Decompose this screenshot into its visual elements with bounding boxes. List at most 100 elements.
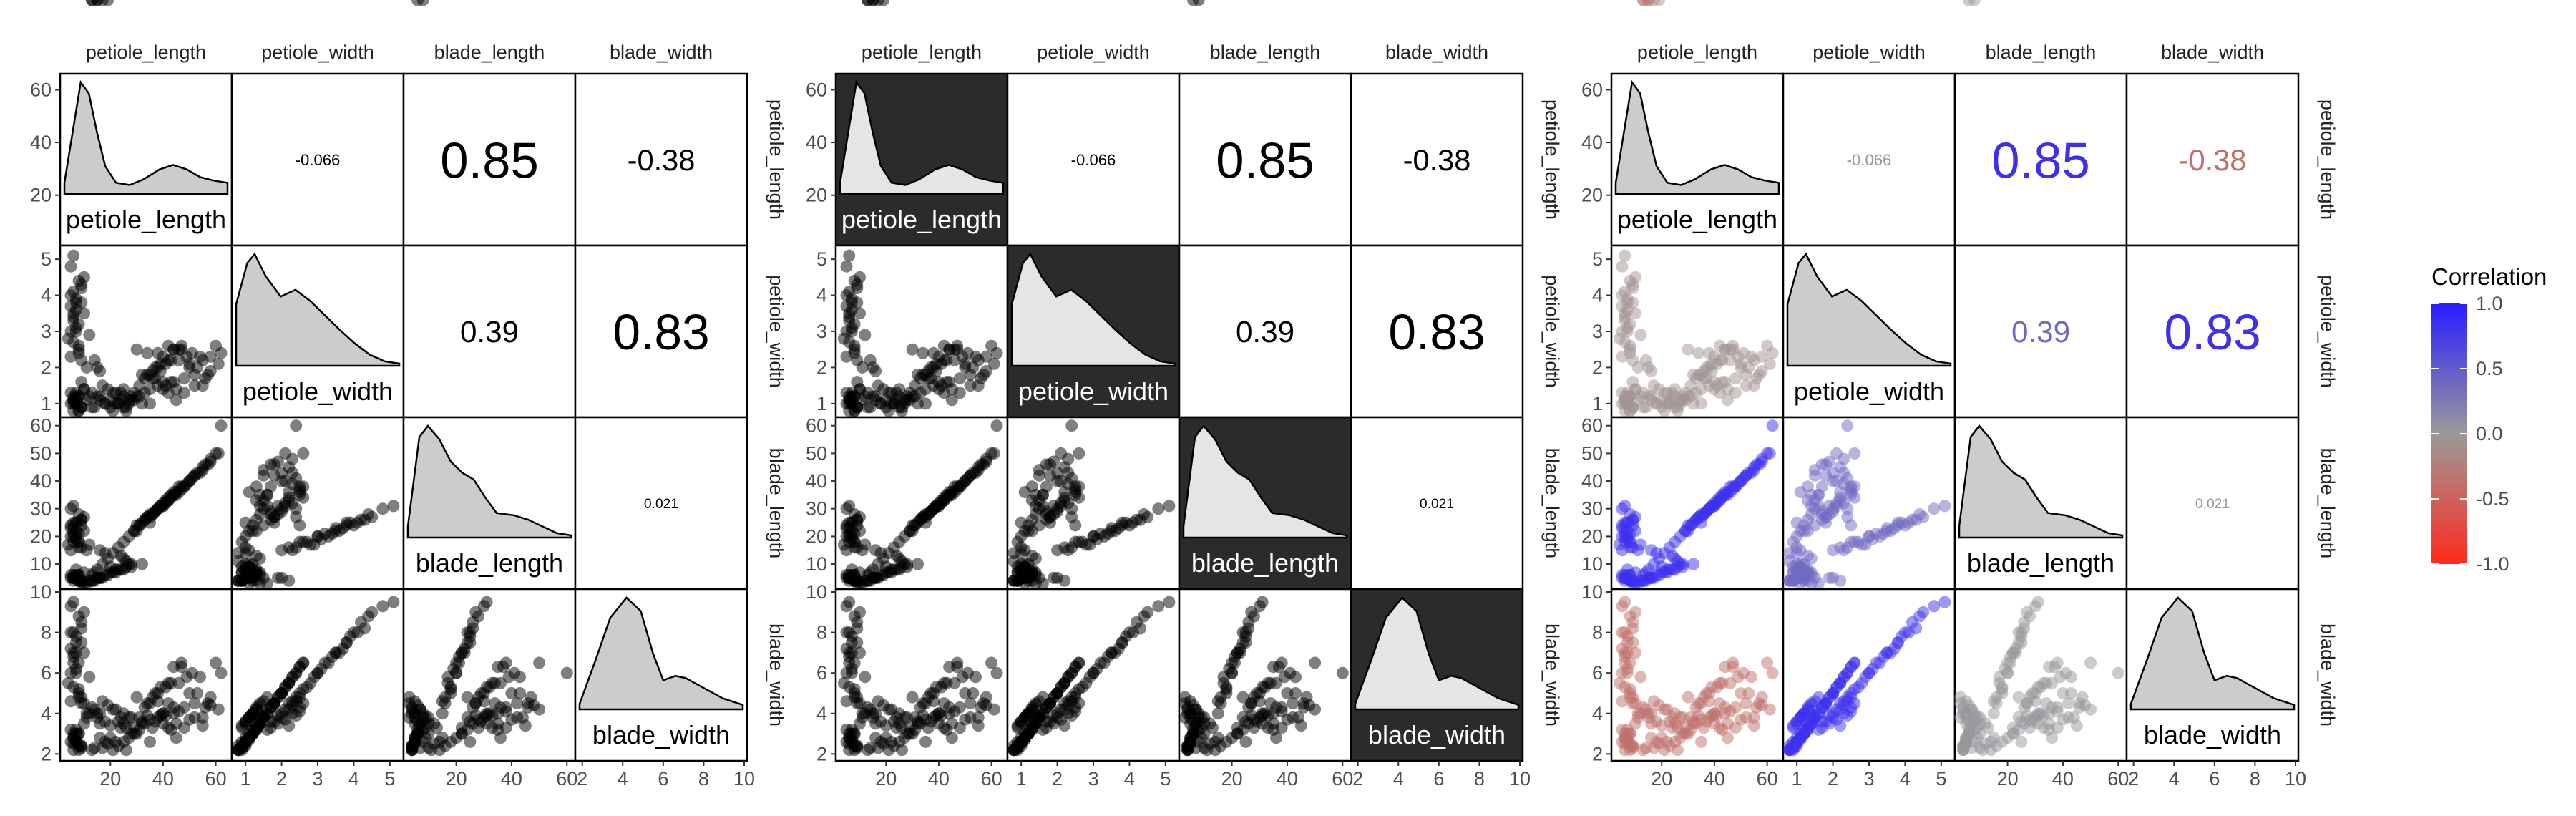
scatter-point (840, 260, 853, 273)
scatter-point (283, 676, 296, 689)
scatter-point (387, 500, 400, 513)
scatter-point (1674, 711, 1687, 724)
scatter-point (519, 719, 532, 732)
scatter-point (1051, 687, 1064, 699)
scatter-point (1226, 666, 1239, 679)
cell-petiole_length-petiole_length: petiole_length 20 40 60 (806, 72, 1009, 247)
scatter-point (1711, 494, 1724, 507)
scatter-point (387, 596, 400, 608)
scatter-point (1783, 744, 1796, 757)
cell-petiole_width-petiole_width: petiole_width (1006, 244, 1181, 419)
x-tick-label: 1 (1792, 768, 1802, 790)
cell-blade_length-petiole_length: 10 20 30 40 50 60 (1581, 415, 1785, 591)
scatter-point (1616, 350, 1629, 363)
scatter-point (1184, 717, 1197, 730)
x-tick-label: 20 (446, 768, 467, 790)
scatter-point (848, 508, 861, 520)
scatter-point (1616, 260, 1629, 273)
scatter-point (845, 563, 858, 576)
scatter-point (1621, 723, 1634, 736)
scatter-point (1647, 695, 1660, 708)
scatter-point (75, 739, 88, 752)
density-curve-petiole_length (1614, 79, 1780, 195)
scatter-point (964, 379, 977, 392)
scatter-point (1960, 717, 1973, 730)
legend-tick-label: 0.0 (2476, 423, 2503, 445)
scatter-point (937, 676, 950, 689)
scatter-point (183, 357, 196, 370)
scatter-point (96, 379, 109, 392)
scatter-point (1025, 480, 1038, 493)
scatter-point (1852, 535, 1865, 548)
scatter-point (1724, 354, 1737, 366)
scatter-point (1637, 569, 1649, 581)
scatter-point (854, 646, 866, 659)
strip-label-col-petiole_width: petiole_width (1813, 42, 1926, 63)
y-tick-label: 50 (1581, 442, 1603, 464)
scatter-point (122, 711, 135, 724)
scatter-point (2037, 676, 2050, 689)
scatter-point (1848, 656, 1861, 669)
scatter-point (1619, 311, 1631, 324)
cell-petiole_width-petiole_width: petiole_width (230, 244, 405, 419)
y-tick-label: 40 (1581, 132, 1603, 153)
cell-petiole_width-petiole_width: petiole_width (1782, 244, 1956, 419)
scatter-point (2029, 695, 2041, 708)
scatter-point (2006, 646, 2019, 659)
scatter-point (1018, 577, 1031, 590)
strip-label-row-petiole_length: petiole_length (1541, 99, 1563, 220)
cell-blade_width-blade_length: 20 40 60 (402, 0, 577, 790)
scatter-point (972, 719, 985, 732)
diag-label-petiole_width: petiole_width (1794, 377, 1944, 406)
y-tick-label: 4 (41, 285, 52, 306)
scatter-point (301, 535, 313, 548)
scatter-point (2065, 687, 2077, 699)
scatter-point (845, 325, 858, 338)
scatter-point (882, 404, 895, 417)
scatter-point (1116, 636, 1128, 649)
scatter-point (1637, 0, 1649, 6)
scatter-point (1812, 577, 1825, 590)
x-tick-label: 1 (240, 768, 251, 790)
scatter-point (188, 379, 201, 392)
scatter-point (2065, 671, 2077, 684)
scatter-point (843, 626, 856, 639)
y-tick-label: 4 (41, 703, 52, 724)
scatter-point (948, 480, 961, 493)
y-tick-label: 4 (1592, 285, 1603, 306)
scatter-point (1682, 343, 1694, 356)
y-tick-label: 30 (1581, 498, 1603, 520)
scatter-point (1036, 577, 1049, 590)
x-tick-label: 4 (618, 768, 628, 790)
cell-blade_width-petiole_length: 20 40 60 2 4 6 8 10 (806, 0, 1009, 790)
scatter-point (953, 372, 966, 385)
scatter-point (1264, 697, 1277, 710)
scatter-point (1619, 626, 1631, 639)
scatter-point (311, 666, 324, 679)
correlation-value: -0.066 (1071, 151, 1116, 169)
scatter-point (1742, 687, 1755, 699)
correlation-value: 0.85 (1216, 132, 1314, 188)
scatter-point (1830, 475, 1843, 487)
scatter-point (1211, 695, 1224, 708)
scatter-point (2015, 626, 2028, 639)
legend-title: Correlation (2431, 263, 2547, 290)
pairs-panel-2: petiole_length petiole_width blade_length b… (806, 0, 1563, 790)
scatter-point (2112, 666, 2124, 679)
scatter-point (1626, 519, 1639, 532)
scatter-point (75, 636, 88, 649)
scatter-point (1105, 525, 1118, 538)
scatter-point (1716, 723, 1729, 736)
scatter-point (1700, 372, 1713, 385)
cell-blade_length-petiole_width (1782, 416, 1956, 591)
scatter-point (290, 510, 303, 523)
scatter-point (514, 687, 526, 699)
scatter-point (199, 372, 212, 385)
scatter-point (2040, 697, 2053, 710)
scatter-point (1621, 666, 1634, 679)
strip-label-row-blade_width: blade_width (2317, 623, 2338, 727)
scatter-point (1761, 656, 1774, 669)
strip-label-row-blade_width: blade_width (1541, 623, 1563, 727)
